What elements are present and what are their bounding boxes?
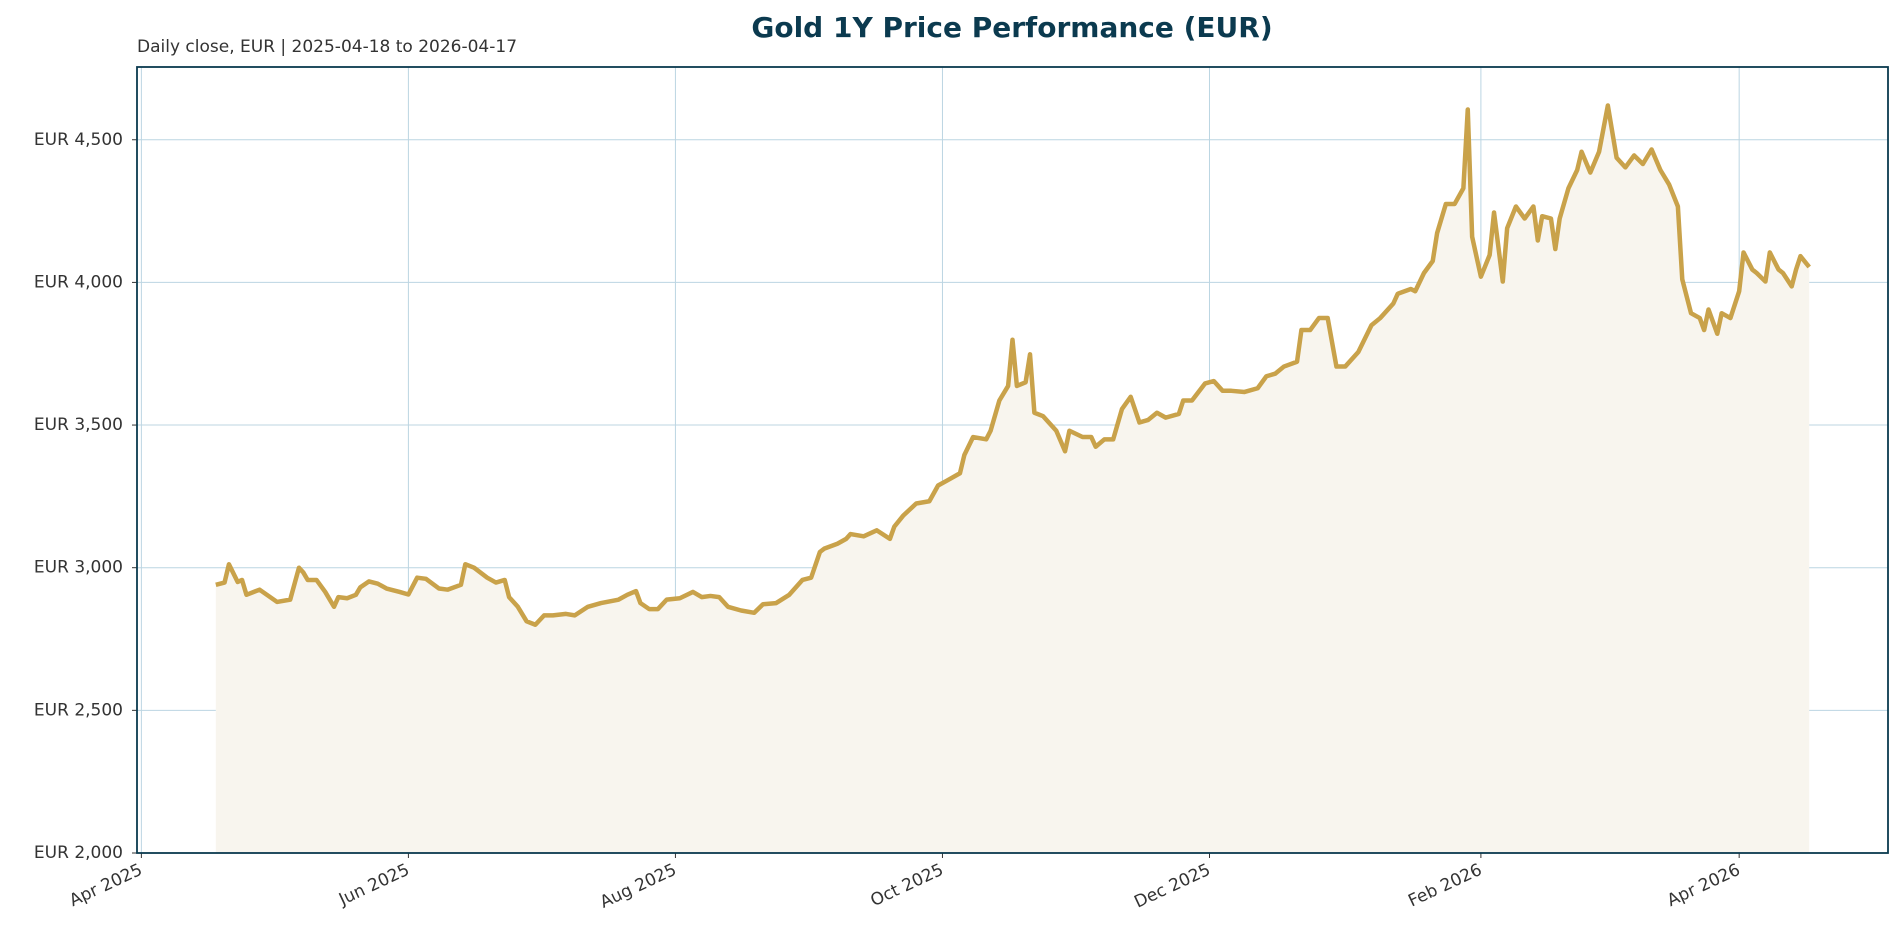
area: [215, 105, 1810, 853]
x-tick-label: Apr 2026: [1664, 860, 1743, 911]
x-tick-label: Jun 2025: [335, 860, 413, 910]
x-tick-label: Apr 2025: [66, 860, 145, 911]
y-tick-label: EUR 4,000: [34, 272, 123, 292]
x-tick-label: Aug 2025: [597, 860, 680, 913]
x-tick-label: Feb 2026: [1405, 860, 1485, 911]
y-tick-label: EUR 3,500: [34, 415, 123, 435]
y-tick-label: EUR 4,500: [34, 130, 123, 150]
x-tick-label: Oct 2025: [867, 860, 946, 911]
chart-title: Gold 1Y Price Performance (EUR): [751, 11, 1272, 44]
y-tick-label: EUR 3,000: [34, 558, 123, 578]
chart-subtitle: Daily close, EUR | 2025-04-18 to 2026-04…: [137, 37, 517, 57]
price-line: [215, 103, 1811, 628]
x-tick-label: Dec 2025: [1131, 860, 1213, 913]
y-tick-label: EUR 2,000: [34, 843, 123, 863]
y-tick-label: EUR 2,500: [34, 700, 123, 720]
plot-frame: [136, 66, 1889, 854]
